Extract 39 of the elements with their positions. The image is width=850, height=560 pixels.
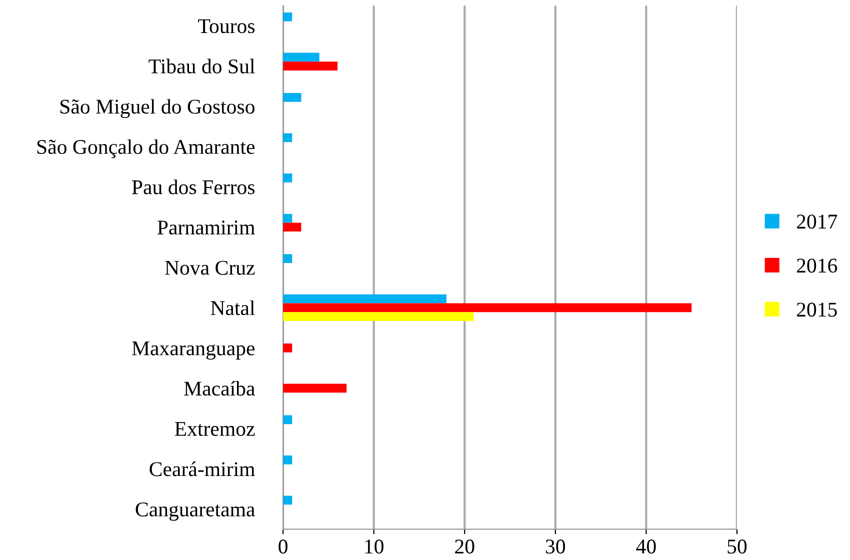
y-tick-label: São Miguel do Gostoso	[60, 99, 254, 118]
x-tick-label: 50	[728, 540, 747, 554]
y-tick-label: Parnamirim	[158, 220, 255, 235]
bar	[283, 312, 474, 321]
bar	[283, 496, 292, 505]
x-tick-label: 0	[278, 540, 288, 554]
bar	[283, 52, 320, 62]
bar	[283, 62, 338, 70]
legend-label: 2017	[796, 214, 838, 229]
x-tick-label: 10	[365, 540, 384, 554]
bar	[283, 415, 292, 424]
y-tick-label: Natal	[210, 300, 255, 316]
y-tick-label: Tibau do Sul	[148, 58, 255, 74]
y-tick-label: Canguaretama	[136, 502, 255, 521]
bar	[283, 12, 292, 22]
bar	[283, 384, 347, 393]
bar	[283, 222, 302, 232]
bar	[283, 133, 292, 142]
bar	[283, 455, 292, 464]
y-tick-label: Maxaranguape	[132, 342, 255, 360]
y-tick-label: Ceará-mirim	[150, 462, 255, 476]
x-tick-label: 20	[455, 540, 474, 554]
x-tick-label: 40	[636, 540, 656, 554]
bar	[283, 214, 292, 223]
x-tick-label: 30	[546, 540, 566, 554]
y-tick-label: Touros	[198, 19, 255, 34]
bar	[283, 303, 692, 312]
legend-label: 2016	[796, 258, 838, 273]
legend-label: 2015	[796, 302, 837, 317]
bar	[283, 344, 292, 352]
bar	[283, 294, 446, 304]
y-tick-label: Extremoz	[174, 422, 255, 436]
y-tick-label: Pau dos Ferros	[132, 180, 255, 194]
y-tick-label: Macaíba	[184, 380, 255, 396]
bar	[283, 254, 292, 263]
y-tick-label: Nova Cruz	[165, 260, 255, 275]
bar	[283, 174, 292, 182]
bar	[283, 93, 302, 102]
y-tick-label: São Gonçalo do Amarante	[37, 139, 255, 158]
